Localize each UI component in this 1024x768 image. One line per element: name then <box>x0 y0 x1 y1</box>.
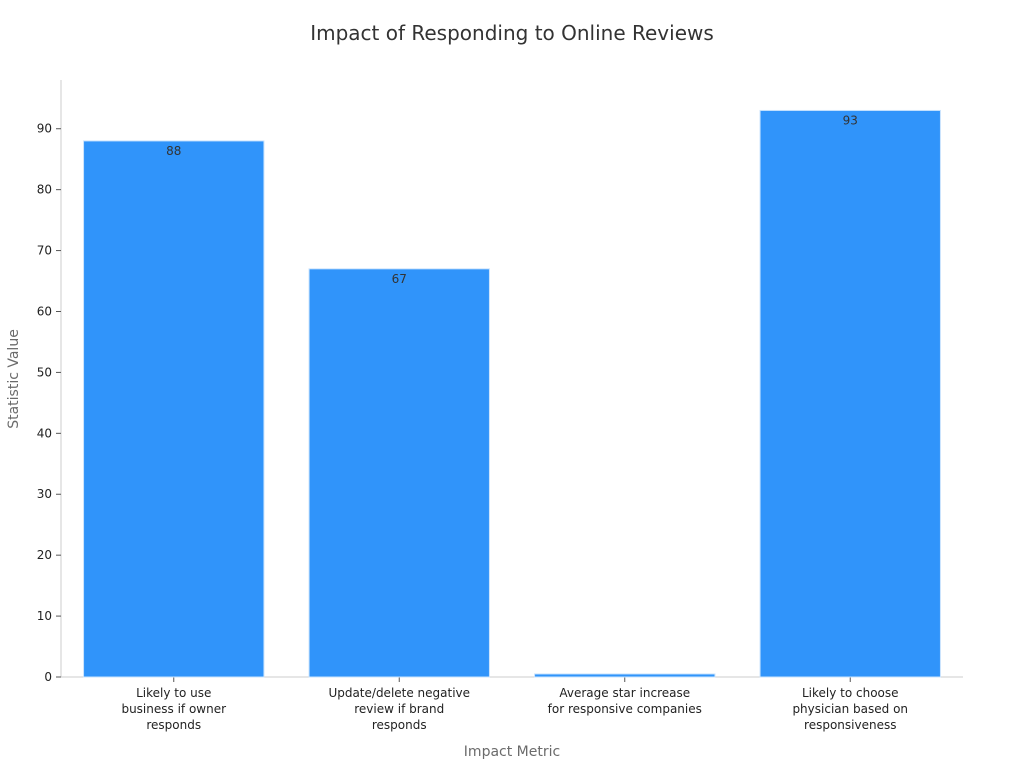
x-tick-label-line: responds <box>146 718 201 732</box>
x-tick-label-line: business if owner <box>121 702 226 716</box>
chart-title: Impact of Responding to Online Reviews <box>310 21 714 45</box>
y-tick-label: 10 <box>37 609 52 623</box>
y-tick-label: 50 <box>37 365 52 379</box>
x-tick-label-line: for responsive companies <box>548 702 702 716</box>
y-tick-label: 30 <box>37 487 52 501</box>
x-tick-label-line: Update/delete negative <box>328 686 470 700</box>
y-tick-label: 60 <box>37 304 52 318</box>
x-tick-label: Update/delete negative review if brand res… <box>328 686 470 732</box>
y-tick-label: 90 <box>37 122 52 136</box>
bar <box>83 140 265 678</box>
x-tick-label: Likely to choose physician based on respon… <box>792 686 908 732</box>
x-tick-label-line: Average star increase <box>559 686 690 700</box>
x-axis-title: Impact Metric <box>464 744 560 760</box>
bar <box>534 673 716 678</box>
x-tick-label: Average star increase for responsive comp… <box>548 686 702 716</box>
y-tick-label: 40 <box>37 426 52 440</box>
y-tick-label: 80 <box>37 183 52 197</box>
x-tick-label-line: review if brand <box>354 702 444 716</box>
data-labels: 88 67 93 <box>166 113 858 285</box>
y-tick-label: 70 <box>37 244 52 258</box>
y-tick-label: 20 <box>37 548 52 562</box>
bar <box>308 268 490 678</box>
data-label: 67 <box>392 272 407 286</box>
x-tick-label-line: Likely to choose <box>802 686 899 700</box>
data-label: 93 <box>843 113 858 127</box>
bars <box>83 109 941 678</box>
x-tick-label-line: responds <box>372 718 427 732</box>
x-tick-label-line: responsiveness <box>804 718 896 732</box>
x-tick-label: Likely to use business if owner responds <box>121 686 226 732</box>
data-label: 88 <box>166 144 181 158</box>
x-tick-label-line: Likely to use <box>136 686 211 700</box>
x-axis: Likely to use business if owner respondsUp… <box>61 676 963 732</box>
bar <box>759 109 941 678</box>
x-tick-label-line: physician based on <box>792 702 908 716</box>
y-axis: 0 10 20 30 40 50 60 70 80 90 <box>37 80 62 684</box>
y-tick-label: 0 <box>44 670 52 684</box>
y-axis-title: Statistic Value <box>6 329 22 429</box>
